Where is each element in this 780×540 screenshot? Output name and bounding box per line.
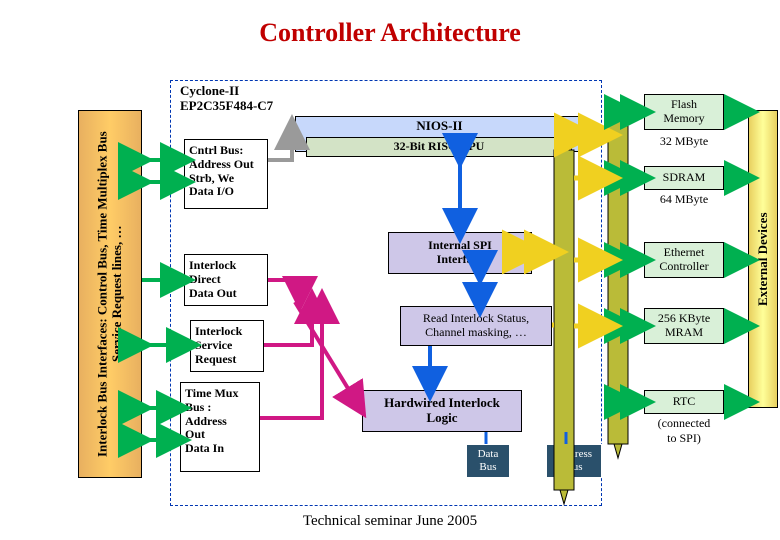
addr-bus-label: Address Bus xyxy=(546,444,602,478)
rtc-block: RTC xyxy=(644,390,724,414)
flash-block: Flash Memory xyxy=(644,94,724,130)
mram-block: 256 KByte MRAM xyxy=(644,308,724,344)
cntrl-bus-block: Cntrl Bus: Address Out Strb, We Data I/O xyxy=(184,139,268,209)
left-bus-bar: Interlock Bus Interfaces: Control Bus, T… xyxy=(78,110,142,478)
nios-label: NIOS-II xyxy=(416,119,462,134)
left-bus-label: Interlock Bus Interfaces: Control Bus, T… xyxy=(83,113,137,475)
data-bus-label: Data Bus xyxy=(466,444,510,478)
sdram-size: 64 MByte xyxy=(644,192,724,207)
hw-logic-block: Hardwired Interlock Logic xyxy=(362,390,522,432)
sdram-block: SDRAM xyxy=(644,166,724,190)
spi-block: Internal SPI Interface xyxy=(388,232,532,274)
page-title: Controller Architecture xyxy=(0,18,780,48)
interlock-direct-block: Interlock Direct Data Out xyxy=(184,254,268,306)
timemux-block: Time Mux Bus : Address Out Data In xyxy=(180,382,260,472)
interlock-srv-block: Interlock Service Request xyxy=(190,320,264,372)
right-bus-label: External Devices xyxy=(753,113,773,405)
footer: Technical seminar June 2005 xyxy=(0,513,780,530)
eth-block: Ethernet Controller xyxy=(644,242,724,278)
read-status-block: Read Interlock Status, Channel masking, … xyxy=(400,306,552,346)
rtc-note: (connected to SPI) xyxy=(644,416,724,446)
cpu-block: 32-Bit RISC CPU xyxy=(306,137,572,157)
flash-size: 32 MByte xyxy=(644,134,724,149)
fpga-label: Cyclone-II EP2C35F484-C7 xyxy=(180,84,300,114)
right-bus-bar: External Devices xyxy=(748,110,778,408)
